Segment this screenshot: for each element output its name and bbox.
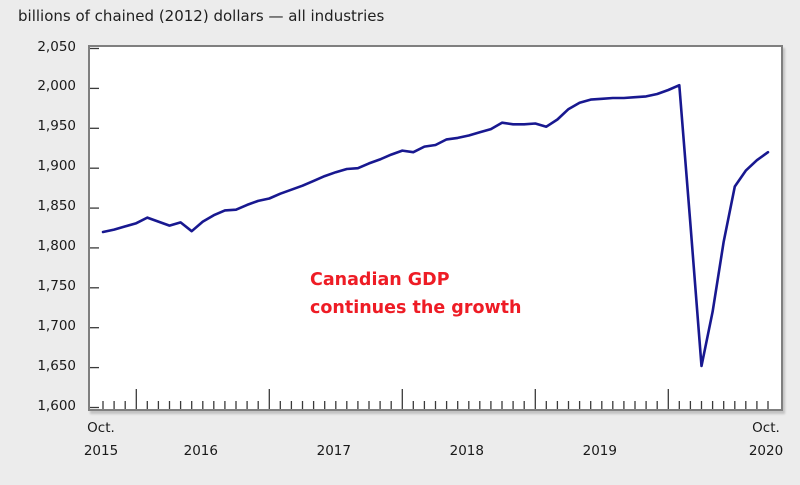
y-tick-label: 2,050 [37,38,76,55]
y-tick-label: 1,850 [37,198,76,215]
y-tick-label: 1,900 [37,158,76,175]
y-tick-label: 1,600 [37,397,76,414]
y-tick-label: 1,650 [37,357,76,374]
y-tick-label: 1,950 [37,118,76,135]
gdp-line [101,83,770,368]
annotation-line-1: Canadian GDP [310,270,450,290]
y-tick-label: 1,800 [37,237,76,254]
x-year-label: 2018 [449,443,484,459]
annotation-line-2: continues the growth [310,298,522,318]
y-tick-label: 2,000 [37,78,76,95]
x-year-label: 2016 [183,443,218,459]
y-tick-label: 1,750 [37,277,76,294]
plot-panel [88,45,783,411]
x-first-label-month: Oct. [87,420,115,436]
x-first-label-year: 2015 [83,443,119,459]
x-last-label-month: Oct. [752,420,780,436]
x-last-label-year: 2020 [748,443,784,459]
annotation-text: Canadian GDP continues the growth [310,266,521,322]
x-year-label: 2017 [316,443,351,459]
x-year-label: 2019 [582,443,617,459]
chart-title: billions of chained (2012) dollars — all… [18,7,385,25]
y-tick-label: 1,700 [37,317,76,334]
gdp-line-plot [90,47,770,409]
